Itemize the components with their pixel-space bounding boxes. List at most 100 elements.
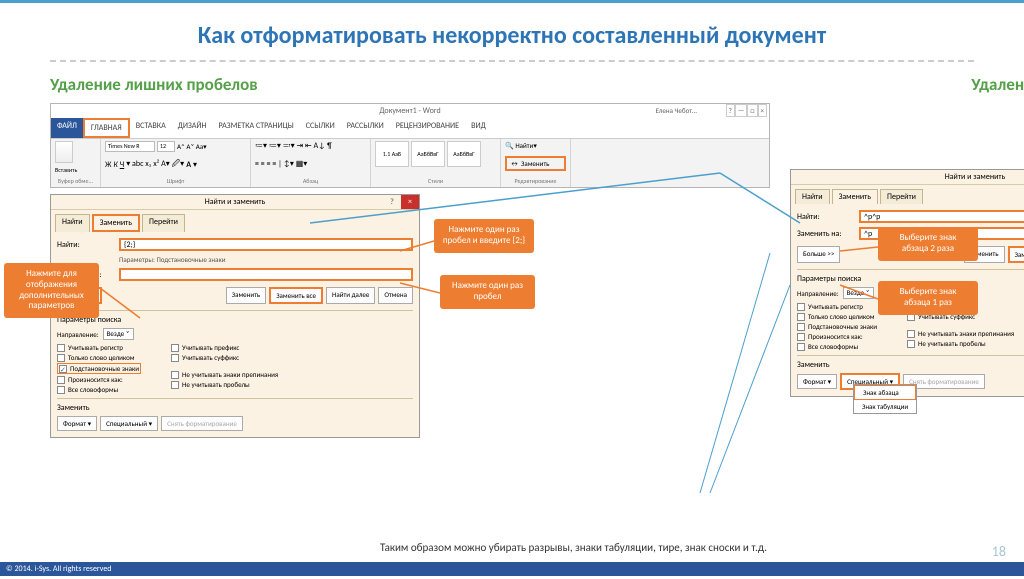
chk-sounds-r[interactable]: Произносится как: <box>797 332 877 341</box>
doc-title: Документ1 - Word <box>379 106 440 116</box>
styles-label: Стили <box>375 177 496 185</box>
dialog-body: Найти: {2;} Параметры: Подстановочные зн… <box>51 232 419 437</box>
opts-title: Параметры поиска <box>57 315 413 325</box>
tab-review[interactable]: РЕЦЕНЗИРОВАНИЕ <box>390 118 465 138</box>
find-input-r[interactable]: ^p^p <box>859 210 1024 223</box>
chk-forms-r[interactable]: Все словоформы <box>797 342 877 351</box>
noformat-btn[interactable]: Снять форматирование <box>161 416 243 431</box>
direction-label: Направление: <box>57 330 99 339</box>
group-editing: 🔍 Найти▾ ↔ Заменить Редактирование <box>501 139 571 187</box>
more-btn-r[interactable]: Больше >> <box>797 246 840 263</box>
dialog-title-r: Найти и заменить ? × <box>791 170 1024 185</box>
paste-icon[interactable] <box>55 141 73 163</box>
replace-all-btn[interactable]: Заменить все <box>269 287 323 304</box>
callout-1: Нажмите для отображения дополнительных п… <box>4 263 99 318</box>
word-ribbon: Документ1 - Word Елена Чебот... ? — □ × … <box>50 103 770 188</box>
find-input[interactable]: {2;} <box>119 238 413 251</box>
chk-case[interactable]: Учитывать регистр <box>57 343 141 352</box>
chk-forms[interactable]: Все словоформы <box>57 385 141 394</box>
direction-select-r[interactable]: Везде ˅ <box>843 287 874 299</box>
replace-section: Заменить Формат ▾ Специальный ▾ Снять фо… <box>57 398 413 431</box>
callout-2: Нажмите один раз пробел и введите {2;} <box>434 219 534 253</box>
bottom-note: Таким образом можно убирать разрывы, зна… <box>380 541 974 554</box>
find-label-r: Найти: <box>797 212 855 222</box>
font-name-input[interactable]: Times New R <box>105 141 155 152</box>
tab-design[interactable]: ДИЗАЙН <box>172 118 213 138</box>
dialog-tabs-r: Найти Заменить Перейти <box>791 185 1024 204</box>
clipboard-label: Буфер обме... <box>55 177 96 185</box>
dtab-replace[interactable]: Заменить <box>92 214 140 232</box>
tab-insert[interactable]: ВСТАВКА <box>130 118 172 138</box>
ribbon-tabs: ФАЙЛ ГЛАВНАЯ ВСТАВКА ДИЗАЙН РАЗМЕТКА СТР… <box>51 118 769 138</box>
chk-whole-r[interactable]: Только слово целиком <box>797 312 877 321</box>
ribbon-body: Вставить Буфер обме... Times New R 12 A˄… <box>51 138 769 187</box>
dtab-goto-r[interactable]: Перейти <box>880 189 923 204</box>
special-btn[interactable]: Специальный ▾ <box>100 416 158 431</box>
maximize-icon[interactable]: □ <box>747 104 757 117</box>
callout-3: Нажмите один раз пробел <box>440 275 535 309</box>
format-btn[interactable]: Формат ▾ <box>57 416 97 431</box>
footer: © 2014. i-Sys. All rights reserved <box>0 562 1024 576</box>
replace-sec-title: Заменить <box>57 403 413 413</box>
group-styles: 1.1 АаБ АаБбВвГ АаБбВвГ Стили <box>371 139 501 187</box>
dialog-title: Найти и заменить ? × <box>51 195 419 210</box>
dialog-help-icon[interactable]: ? <box>385 195 399 209</box>
tab-mail[interactable]: РАССЫЛКИ <box>341 118 390 138</box>
paste-label: Вставить <box>55 166 96 174</box>
divider <box>50 60 974 62</box>
chk-spaces-r[interactable]: Не учитывать пробелы <box>907 339 1014 348</box>
group-clipboard: Вставить Буфер обме... <box>51 139 101 187</box>
replace-all-btn-r[interactable]: Заменить все <box>1008 246 1024 263</box>
chk-wildcards-r[interactable]: Подстановочные знаки <box>797 322 877 331</box>
style-3[interactable]: АаБбВвГ <box>447 141 481 167</box>
dtab-replace-r[interactable]: Заменить <box>832 189 878 204</box>
dd-tab[interactable]: Знак табуляции <box>854 400 916 413</box>
replace-btn[interactable]: ↔ Заменить <box>505 156 566 171</box>
cancel-btn[interactable]: Отмена <box>378 287 413 304</box>
replace-input[interactable] <box>119 268 413 281</box>
params-text: Параметры: Подстановочные знаки <box>119 255 413 264</box>
left-col-title: Удаление лишних пробелов <box>50 74 770 95</box>
dtab-find-r[interactable]: Найти <box>795 189 830 204</box>
paragraph-label: Абзац <box>255 177 366 185</box>
chk-sounds[interactable]: Произносится как: <box>57 375 141 384</box>
chk-whole[interactable]: Только слово целиком <box>57 353 141 362</box>
main-title: Как отформатировать некорректно составле… <box>0 3 1024 60</box>
dialog-tabs: Найти Заменить Перейти <box>51 210 419 232</box>
direction-select[interactable]: Везде ˅ <box>103 328 134 340</box>
right-col-title: Удаление пустых абзацев <box>790 74 1024 95</box>
ribbon-titlebar: Документ1 - Word Елена Чебот... ? — □ × <box>51 104 769 118</box>
dd-para[interactable]: Знак абзаца <box>854 385 916 400</box>
find-next-btn[interactable]: Найти далее <box>326 287 375 304</box>
tab-file[interactable]: ФАЙЛ <box>51 118 83 138</box>
chk-prefix[interactable]: Учитывать префикс <box>171 343 278 352</box>
format-btn-r[interactable]: Формат ▾ <box>797 374 837 389</box>
close-icon[interactable]: × <box>758 104 768 117</box>
replace-sec-title-r: Заменить <box>797 360 1024 370</box>
help-icon[interactable]: ? <box>726 104 735 117</box>
left-column: Удаление лишних пробелов Документ1 - Wor… <box>50 74 770 438</box>
tab-layout[interactable]: РАЗМЕТКА СТРАНИЦЫ <box>212 118 299 138</box>
replace-label-r: Заменить на: <box>797 229 855 239</box>
tab-view[interactable]: ВИД <box>465 118 492 138</box>
group-font: Times New R 12 A˄ A˅ Aa▾ Ж К Ч ▾ abc x₂ … <box>101 139 251 187</box>
find-label: Найти: <box>57 240 115 250</box>
tab-refs[interactable]: ССЫЛКИ <box>300 118 341 138</box>
dtab-find[interactable]: Найти <box>55 214 90 232</box>
chk-spaces[interactable]: Не учитывать пробелы <box>171 380 278 389</box>
chk-case-r[interactable]: Учитывать регистр <box>797 302 877 311</box>
font-size-input[interactable]: 12 <box>157 141 175 152</box>
style-1[interactable]: 1.1 АаБ <box>375 141 409 167</box>
minimize-icon[interactable]: — <box>735 104 747 117</box>
dialog-close-icon[interactable]: × <box>401 195 419 209</box>
dtab-goto[interactable]: Перейти <box>142 214 185 232</box>
style-2[interactable]: АаБбВвГ <box>411 141 445 167</box>
chk-wildcards[interactable]: Подстановочные знаки <box>57 363 141 374</box>
replace-btn2[interactable]: Заменить <box>226 287 266 304</box>
group-paragraph: ≔▾ ≔▾ ≕▾ ⇥ ⇤ A↓ ¶ ≡ ≡ ≡ ≡ | ↕▾ ▦▾ Абзац <box>251 139 371 187</box>
chk-punct[interactable]: Не учитывать знаки препинания <box>171 370 278 379</box>
tab-home[interactable]: ГЛАВНАЯ <box>83 118 130 138</box>
find-btn[interactable]: 🔍 Найти▾ <box>505 141 566 150</box>
chk-suffix[interactable]: Учитывать суффикс <box>171 353 278 362</box>
chk-punct-r[interactable]: Не учитывать знаки препинания <box>907 329 1014 338</box>
